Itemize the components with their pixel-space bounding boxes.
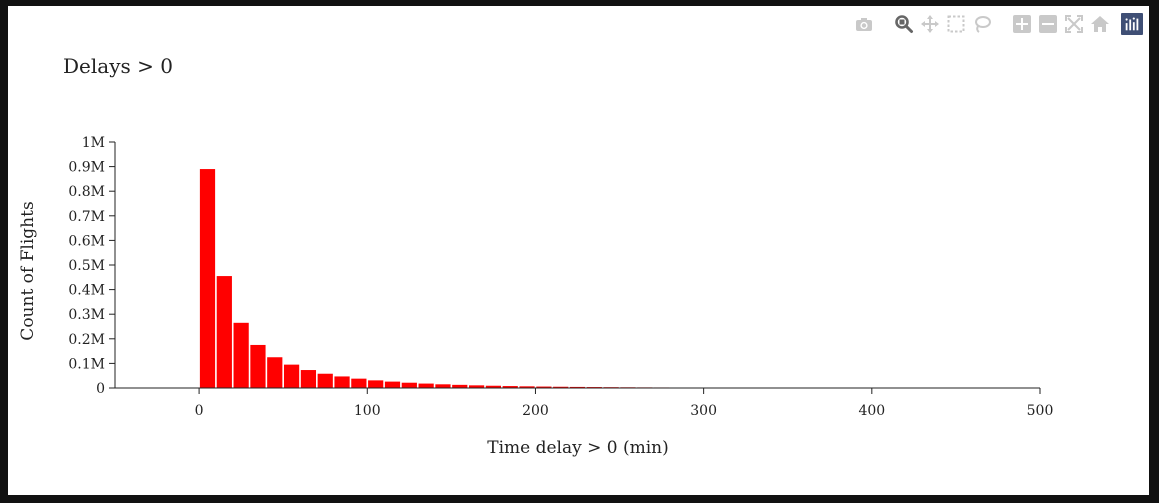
box-select-icon[interactable] [943, 12, 969, 36]
modebar [837, 12, 1143, 36]
chart-title: Delays > 0 [63, 54, 173, 78]
bar[interactable] [250, 344, 266, 388]
y-tick-label: 0.3M [68, 307, 105, 323]
bar[interactable] [334, 376, 350, 388]
x-tick-label: 0 [195, 403, 204, 419]
bar[interactable] [401, 382, 417, 388]
bar[interactable] [384, 381, 401, 388]
x-tick-label: 300 [690, 403, 717, 419]
bar[interactable] [283, 364, 300, 388]
chart-svg[interactable]: Delays > 0 0 0.1M 0.2M 0.3M 0.4M 0.5M 0.6M 0.7M… [8, 6, 1149, 495]
bar[interactable] [468, 385, 485, 388]
bar[interactable] [553, 386, 569, 388]
bar[interactable] [418, 383, 434, 388]
x-tick-label: 400 [858, 403, 885, 419]
bar[interactable] [536, 386, 552, 388]
x-axis-label: Time delay > 0 (min) [487, 438, 669, 458]
y-tick-label: 1M [82, 135, 105, 151]
y-tick-label: 0.9M [68, 160, 105, 176]
bar[interactable] [502, 386, 518, 388]
zoom-icon[interactable] [891, 12, 917, 36]
x-tick-label: 500 [1027, 403, 1054, 419]
x-tick-label: 100 [354, 403, 381, 419]
bar[interactable] [300, 370, 317, 388]
bar[interactable] [452, 384, 468, 388]
y-axis: 0 0.1M 0.2M 0.3M 0.4M 0.5M 0.6M 0.7M 0.8M 0.9M 1M [68, 135, 116, 397]
camera-icon[interactable] [851, 12, 877, 36]
reset-axes-icon[interactable] [1087, 12, 1113, 36]
bars-layer [199, 169, 872, 389]
autoscale-icon[interactable] [1061, 12, 1087, 36]
bar[interactable] [233, 322, 249, 388]
bar[interactable] [368, 380, 384, 388]
y-tick-label: 0.4M [68, 283, 105, 299]
bar[interactable] [569, 386, 586, 388]
plot-frame: Delays > 0 0 0.1M 0.2M 0.3M 0.4M 0.5M 0.6M 0.7M… [8, 6, 1149, 495]
y-tick-label: 0.8M [68, 184, 105, 200]
pan-icon[interactable] [917, 12, 943, 36]
lasso-select-icon[interactable] [969, 12, 995, 36]
y-tick-label: 0 [96, 381, 105, 397]
zoom-out-icon[interactable] [1035, 12, 1061, 36]
bar[interactable] [267, 357, 283, 388]
y-tick-label: 0.6M [68, 233, 105, 249]
bar[interactable] [519, 386, 535, 388]
bar[interactable] [317, 373, 333, 388]
bar[interactable] [435, 384, 451, 388]
y-tick-label: 0.1M [68, 356, 105, 372]
y-axis-label: Count of Flights [18, 201, 38, 340]
x-tick-label: 200 [522, 403, 549, 419]
y-tick-label: 0.7M [68, 209, 105, 225]
x-axis: 0 100 200 300 400 500 [115, 387, 1054, 419]
bar[interactable] [351, 378, 367, 388]
y-tick-label: 0.2M [68, 332, 105, 348]
zoom-in-icon[interactable] [1009, 12, 1035, 36]
plotly-logo-icon[interactable] [1121, 13, 1143, 35]
bar[interactable] [485, 385, 502, 388]
bar[interactable] [216, 276, 232, 388]
y-tick-label: 0.5M [68, 258, 105, 274]
bar[interactable] [199, 169, 216, 388]
